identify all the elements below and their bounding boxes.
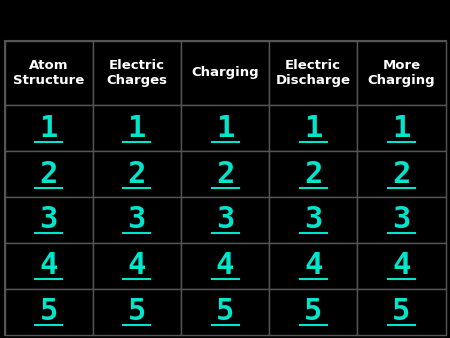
- Text: 1: 1: [128, 114, 146, 143]
- Text: 1: 1: [304, 114, 322, 143]
- Text: 1: 1: [216, 114, 234, 143]
- Text: Charging: Charging: [191, 66, 259, 79]
- Text: 2: 2: [128, 160, 146, 189]
- Text: Electric
Charges: Electric Charges: [106, 59, 167, 87]
- Text: 4: 4: [40, 251, 58, 280]
- Text: 1: 1: [40, 114, 58, 143]
- Text: 5: 5: [128, 297, 146, 326]
- Text: 5: 5: [40, 297, 58, 326]
- Text: 4: 4: [392, 251, 410, 280]
- Text: 2: 2: [304, 160, 322, 189]
- Text: 5: 5: [304, 297, 322, 326]
- Text: 2: 2: [40, 160, 58, 189]
- Text: 3: 3: [216, 206, 234, 235]
- Text: 5: 5: [216, 297, 234, 326]
- Text: 5: 5: [392, 297, 410, 326]
- Text: Atom
Structure: Atom Structure: [13, 59, 84, 87]
- Text: 4: 4: [216, 251, 234, 280]
- Text: More
Charging: More Charging: [368, 59, 435, 87]
- Text: 3: 3: [304, 206, 322, 235]
- Text: 3: 3: [40, 206, 58, 235]
- Text: Electric
Discharge: Electric Discharge: [276, 59, 351, 87]
- Text: 4: 4: [128, 251, 146, 280]
- Text: 2: 2: [216, 160, 234, 189]
- Text: 3: 3: [392, 206, 410, 235]
- Text: 2: 2: [392, 160, 410, 189]
- Text: 3: 3: [128, 206, 146, 235]
- Text: Grade 9 Science – Unit 4 – Electricity #1: Grade 9 Science – Unit 4 – Electricity #…: [23, 14, 427, 31]
- Text: 4: 4: [304, 251, 322, 280]
- Text: 1: 1: [392, 114, 410, 143]
